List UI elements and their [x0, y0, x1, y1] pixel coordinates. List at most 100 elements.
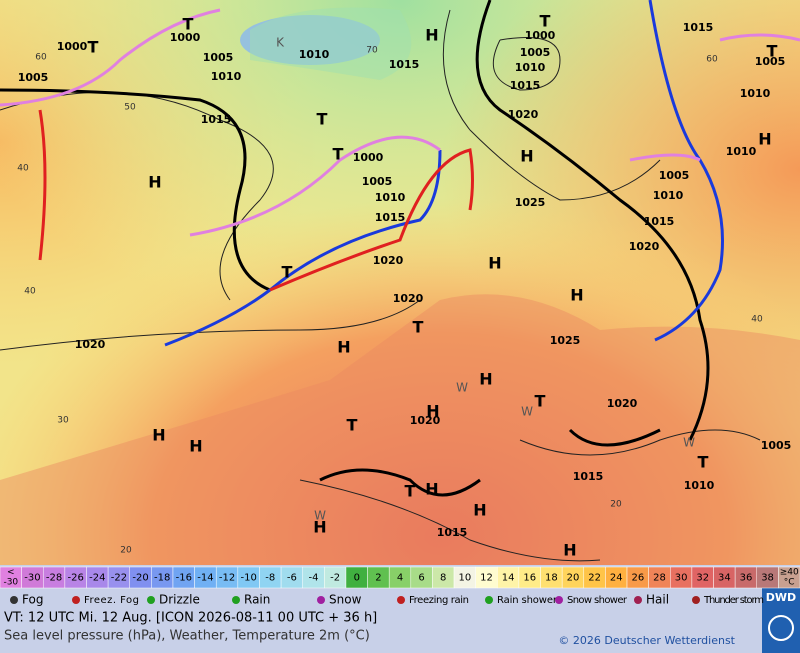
map-label: 60: [35, 53, 47, 63]
map-label: H: [520, 147, 533, 166]
scale-label: ≥40: [780, 568, 799, 578]
scale-label: -14: [197, 573, 213, 584]
map-label: 1020: [410, 414, 441, 427]
map-label: 1005: [203, 51, 234, 64]
map-label: H: [479, 370, 492, 389]
occlusion: [189, 135, 441, 237]
map-label: 1025: [550, 334, 581, 347]
map-label: H: [148, 173, 161, 192]
map-label: 1020: [607, 397, 638, 410]
map-label: W: [521, 405, 533, 419]
map-label: H: [758, 130, 771, 149]
scale-label: 22: [588, 573, 601, 584]
legend-label: Drizzle: [159, 593, 200, 607]
legend-icon: [147, 596, 155, 604]
map-label: 40: [17, 164, 29, 174]
scale-label: -20: [132, 573, 148, 584]
isobar: [319, 468, 481, 497]
map-label: 1020: [629, 240, 660, 253]
map-label: 1005: [761, 439, 792, 452]
scale-label: -18: [154, 573, 170, 584]
map-label: 40: [751, 315, 763, 325]
scale-label: 2: [375, 573, 381, 584]
map-label: H: [313, 518, 326, 537]
map-label: H: [563, 541, 576, 560]
scale-label: -2: [330, 573, 340, 584]
scale-label: 30: [675, 573, 688, 584]
map-label: 1015: [683, 21, 714, 34]
scale-label: <: [7, 568, 15, 578]
map-label: 1015: [644, 215, 675, 228]
map-label: T: [535, 392, 546, 411]
map-label: 1010: [515, 61, 546, 74]
map-label: H: [337, 338, 350, 357]
scale-label: -4: [309, 573, 319, 584]
map-label: T: [333, 145, 344, 164]
map-label: W: [683, 436, 695, 450]
scale-label: 20: [567, 573, 580, 584]
map-label: 1005: [18, 71, 49, 84]
occlusion: [629, 33, 800, 162]
scale-label: 12: [480, 573, 493, 584]
legend-label: Fog: [22, 593, 43, 607]
map-label: 1020: [393, 292, 424, 305]
map-label: 1010: [299, 48, 330, 61]
map-label: 50: [124, 103, 136, 113]
subtitle: Sea level pressure (hPa), Weather, Tempe…: [4, 629, 370, 644]
map-label: T: [88, 38, 99, 57]
copyright: © 2026 Deutscher Wetterdienst: [558, 634, 735, 647]
isobar: [492, 37, 561, 91]
map-label: 1010: [211, 70, 242, 83]
map-label: 1015: [389, 58, 420, 71]
scale-label: -12: [219, 573, 235, 584]
map-label: T: [767, 42, 778, 61]
scale-label: -26: [68, 573, 84, 584]
map-label: H: [189, 437, 202, 456]
map-label: W: [314, 509, 326, 523]
map-label: 1010: [653, 189, 684, 202]
map-label: H: [426, 402, 439, 421]
legend-label: Snow shower: [567, 595, 628, 606]
map-label: 1000: [525, 29, 556, 42]
scale-label: 16: [523, 573, 536, 584]
map-label: 1005: [659, 169, 690, 182]
scale-label: -22: [111, 573, 127, 584]
isobar: [442, 9, 661, 201]
map-label: 1010: [375, 191, 406, 204]
map-label: 1015: [375, 211, 406, 224]
map-label: T: [540, 12, 551, 31]
map-label: H: [570, 286, 583, 305]
map-background: [0, 0, 800, 565]
map-label: 1005: [520, 46, 551, 59]
scale-label: 26: [631, 573, 644, 584]
cold-front: [164, 149, 442, 347]
isobar: [568, 428, 661, 447]
fronts: [0, 0, 800, 347]
map-label: 1015: [573, 470, 604, 483]
scale-label: 8: [440, 573, 446, 584]
scale-label: 6: [418, 573, 424, 584]
isobar: [0, 299, 421, 351]
map-label: K: [276, 36, 285, 50]
isobar: [475, 0, 710, 441]
map-label: 60: [706, 55, 718, 65]
map-label: 1010: [740, 87, 771, 100]
map-label: 1015: [510, 79, 541, 92]
scale-label: 18: [545, 573, 558, 584]
scale-label: 14: [502, 573, 515, 584]
map-label: 70: [366, 46, 378, 56]
map-label: 1010: [726, 145, 757, 158]
scale-label: 28: [653, 573, 666, 584]
legend-icon: [72, 596, 80, 604]
legend-icon: [634, 596, 642, 604]
warm-front: [38, 109, 47, 261]
scale-label: -16: [176, 573, 192, 584]
map-label: 1000: [170, 31, 201, 44]
map-label: H: [425, 480, 438, 499]
map-label: H: [425, 26, 438, 45]
logo-icon: [768, 615, 794, 641]
map-label: 20: [120, 546, 132, 556]
legend-icon: [485, 596, 493, 604]
